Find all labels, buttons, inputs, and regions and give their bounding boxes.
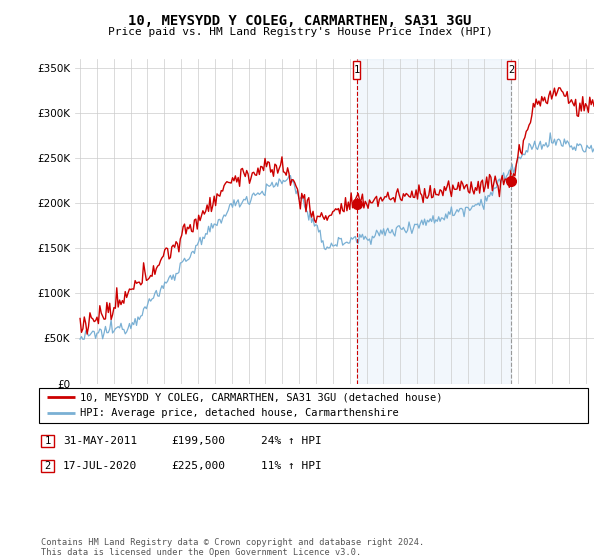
Bar: [356, 59, 511, 384]
Text: £225,000: £225,000: [171, 461, 225, 471]
Text: 10, MEYSYDD Y COLEG, CARMARTHEN, SA31 3GU (detached house): 10, MEYSYDD Y COLEG, CARMARTHEN, SA31 3G…: [80, 393, 443, 403]
Text: HPI: Average price, detached house, Carmarthenshire: HPI: Average price, detached house, Carm…: [80, 408, 399, 418]
Text: Price paid vs. HM Land Registry's House Price Index (HPI): Price paid vs. HM Land Registry's House …: [107, 27, 493, 38]
Text: Contains HM Land Registry data © Crown copyright and database right 2024.
This d: Contains HM Land Registry data © Crown c…: [41, 538, 424, 557]
Text: 1: 1: [353, 64, 360, 74]
Bar: [353, 60, 361, 78]
Text: 2: 2: [508, 64, 514, 74]
Text: 10, MEYSYDD Y COLEG, CARMARTHEN, SA31 3GU: 10, MEYSYDD Y COLEG, CARMARTHEN, SA31 3G…: [128, 14, 472, 28]
Text: 1: 1: [44, 436, 50, 446]
Text: 31-MAY-2011: 31-MAY-2011: [63, 436, 137, 446]
Text: 17-JUL-2020: 17-JUL-2020: [63, 461, 137, 471]
Text: £199,500: £199,500: [171, 436, 225, 446]
Text: 2: 2: [44, 461, 50, 471]
Text: 24% ↑ HPI: 24% ↑ HPI: [261, 436, 322, 446]
Text: 11% ↑ HPI: 11% ↑ HPI: [261, 461, 322, 471]
Bar: [508, 60, 515, 78]
